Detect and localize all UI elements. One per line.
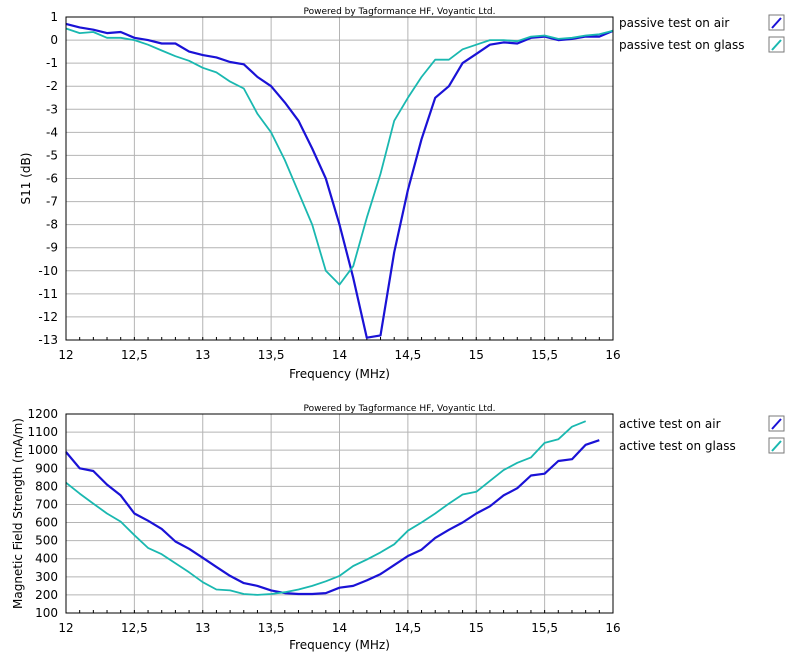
chart-2-y-tick-label: 900 bbox=[35, 461, 58, 475]
chart-1-x-tick-label: 14,5 bbox=[395, 348, 422, 362]
chart-1-x-tick-label: 12,5 bbox=[121, 348, 148, 362]
chart-2-x-tick-label: 15,5 bbox=[531, 621, 558, 635]
chart-1-x-tick-label: 13,5 bbox=[258, 348, 285, 362]
chart-2-series-line-1 bbox=[65, 439, 600, 596]
chart-2-y-tick-label: 400 bbox=[35, 552, 58, 566]
chart-1-y-tick-label: -1 bbox=[46, 56, 58, 70]
chart-2-y-tick-label: 1000 bbox=[27, 443, 58, 457]
chart-1-legend-swatch-line-1 bbox=[771, 17, 782, 29]
chart-1-y-tick-label: -8 bbox=[46, 218, 58, 232]
chart-1-legend-label-1: passive test on air bbox=[619, 16, 729, 30]
chart-2-x-tick-label: 13,5 bbox=[258, 621, 285, 635]
chart-2-y-tick-label: 500 bbox=[35, 534, 58, 548]
chart-1-legend-swatch-line-2 bbox=[771, 39, 782, 51]
chart-2-y-tick-label: 200 bbox=[35, 588, 58, 602]
chart-2-x-tick-label: 12,5 bbox=[121, 621, 148, 635]
chart-1-y-tick-label: -12 bbox=[38, 310, 58, 324]
chart-1-x-tick-label: 12 bbox=[58, 348, 73, 362]
chart-2-y-tick-label: 100 bbox=[35, 606, 58, 620]
chart-2-y-tick-label: 1100 bbox=[27, 425, 58, 439]
chart-1-y-tick-label: -7 bbox=[46, 195, 58, 209]
chart-2-y-tick-label: 300 bbox=[35, 570, 58, 584]
chart-2-y-axis-label: Magnetic Field Strength (mA/m) bbox=[11, 418, 25, 609]
chart-2-y-tick-label: 800 bbox=[35, 479, 58, 493]
chart-2-x-tick-label: 13 bbox=[195, 621, 210, 635]
chart-1-x-tick-label: 15,5 bbox=[531, 348, 558, 362]
chart-2-plot-border bbox=[65, 413, 614, 614]
chart-1-y-tick-label: -11 bbox=[38, 287, 58, 301]
chart-2-legend-label-2: active test on glass bbox=[619, 439, 736, 453]
chart-1-x-axis-label: Frequency (MHz) bbox=[289, 367, 390, 381]
chart-1-legend-label-2: passive test on glass bbox=[619, 38, 745, 52]
chart-1-y-tick-label: -13 bbox=[38, 333, 58, 347]
chart-1-x-tick-label: 15 bbox=[469, 348, 484, 362]
chart-1-x-tick-label: 14 bbox=[332, 348, 347, 362]
chart-1-plot-border bbox=[65, 16, 614, 341]
chart-2-legend-swatch-line-2 bbox=[771, 440, 782, 452]
chart-2-x-tick-label: 14 bbox=[332, 621, 347, 635]
chart-2-y-tick-label: 600 bbox=[35, 516, 58, 530]
chart-1-y-tick-label: -10 bbox=[38, 264, 58, 278]
chart-2-y-tick-label: 1200 bbox=[27, 407, 58, 421]
chart-1-y-tick-label: -5 bbox=[46, 148, 58, 162]
chart-2-x-tick-label: 12 bbox=[58, 621, 73, 635]
chart-1-x-tick-label: 16 bbox=[605, 348, 620, 362]
chart-1-y-axis-label: S11 (dB) bbox=[19, 153, 33, 205]
chart-1-y-tick-label: -3 bbox=[46, 102, 58, 116]
chart-1-x-tick-label: 13 bbox=[195, 348, 210, 362]
chart-1-title: Powered by Tagformance HF, Voyantic Ltd. bbox=[304, 7, 496, 17]
chart-1-y-tick-label: 1 bbox=[50, 10, 58, 24]
chart-2-x-tick-label: 14,5 bbox=[395, 621, 422, 635]
chart-2-title: Powered by Tagformance HF, Voyantic Ltd. bbox=[304, 404, 496, 414]
chart-2-legend-swatch-line-1 bbox=[771, 418, 782, 430]
chart-2-y-tick-label: 700 bbox=[35, 497, 58, 511]
chart-1-y-tick-label: -4 bbox=[46, 125, 58, 139]
chart-1-y-tick-label: -9 bbox=[46, 241, 58, 255]
chart-1-y-tick-label: -6 bbox=[46, 172, 58, 186]
chart-2-x-tick-label: 16 bbox=[605, 621, 620, 635]
chart-2-x-axis-label: Frequency (MHz) bbox=[289, 638, 390, 652]
chart-2-legend-label-1: active test on air bbox=[619, 417, 721, 431]
chart-2-x-tick-label: 15 bbox=[469, 621, 484, 635]
chart-1-y-tick-label: -2 bbox=[46, 79, 58, 93]
chart-1-y-tick-label: 0 bbox=[50, 33, 58, 47]
